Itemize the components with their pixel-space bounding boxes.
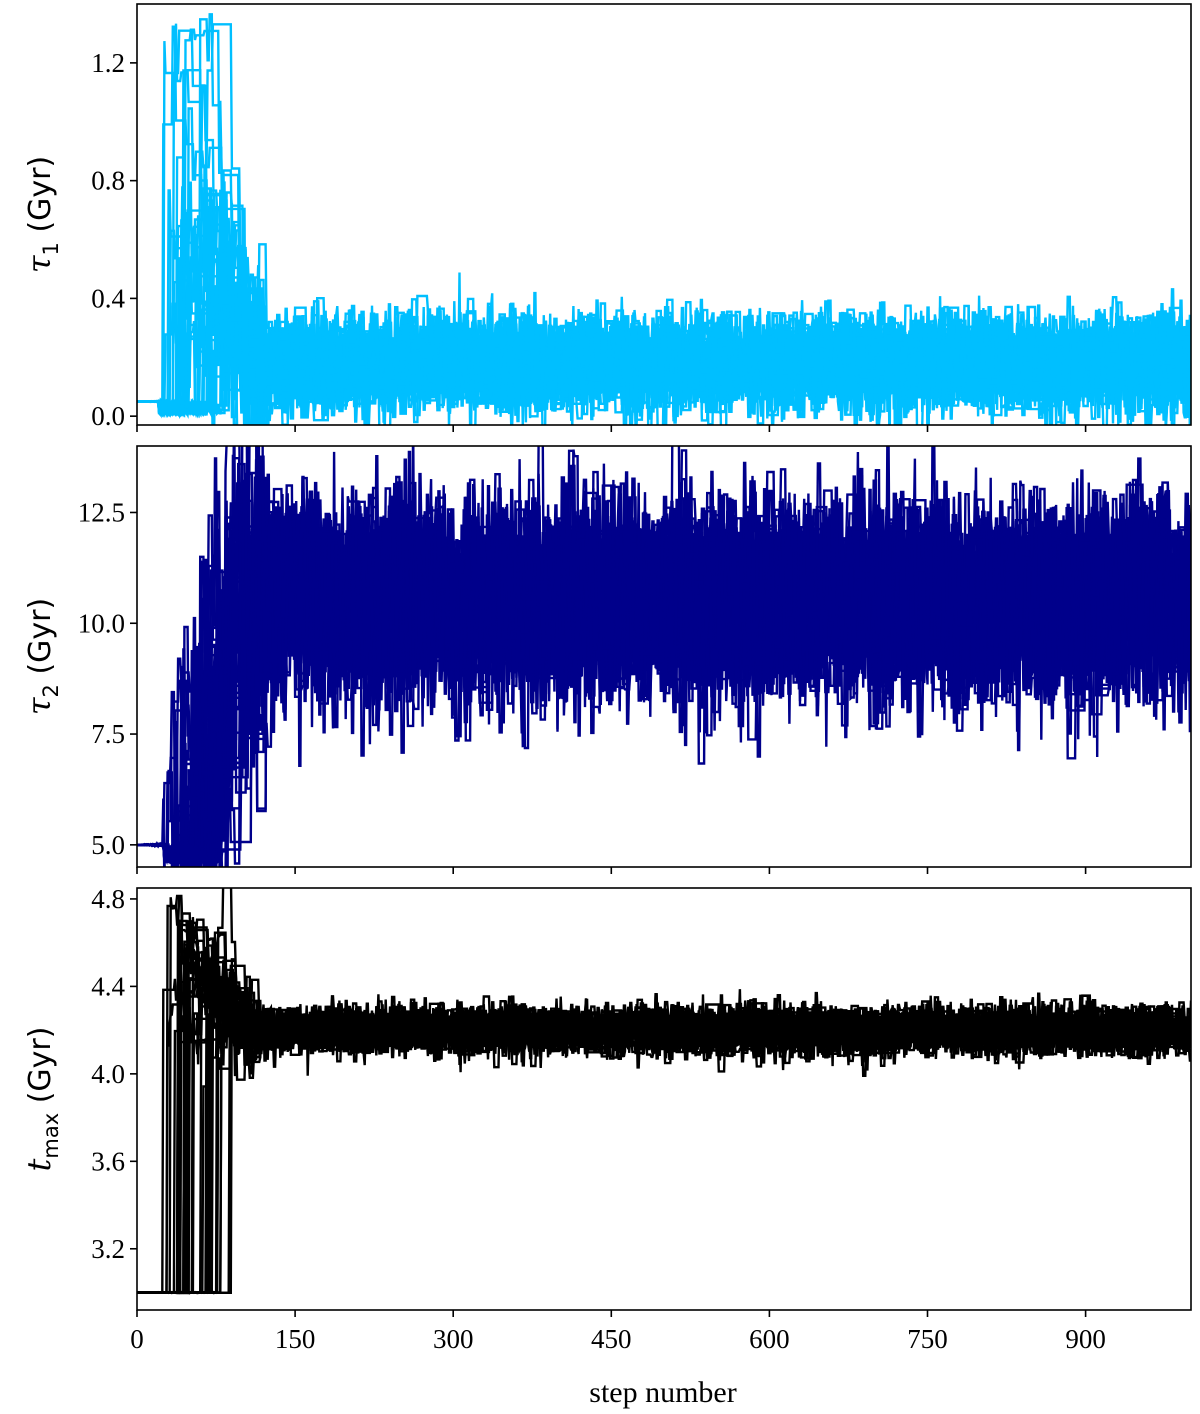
panel-tmax: 3.2 3.6 4.0 4.4 4.8 0 150 300 450 600 750 900 tmax (… [20,884,1192,1354]
walker-trace [137,943,1191,1295]
walker-trace [137,945,1191,1295]
walker-trace [137,193,1191,425]
x-tick-label: 450 [591,1324,632,1354]
y-tick-label: 10.0 [78,608,125,638]
panel-tau1: 0.0 0.4 0.8 1.2 τ1 (Gyr) [20,3,1192,432]
walker-trace [137,940,1191,1295]
axes-frame [136,445,1192,868]
walker-trace [137,457,1191,862]
x-axis-label: step number [589,1376,736,1409]
y-tick-label: 3.2 [91,1234,125,1264]
y-tick-label: 1.2 [91,48,125,78]
x-tick-label: 300 [433,1324,474,1354]
axes-frame [136,887,1192,1311]
walker-trace [137,926,1191,1295]
y-tick-label: 0.0 [91,401,125,431]
y-tick-label: 0.4 [91,283,125,313]
y-axis-label-tau1: τ1 (Gyr) [20,156,63,273]
walker-trace [137,920,1191,1295]
x-tick-label: 900 [1065,1324,1106,1354]
x-tick-label: 750 [907,1324,948,1354]
y-axis-label-tau2: τ2 (Gyr) [20,598,63,715]
y-axis-label-tmax: tmax (Gyr) [20,1027,63,1172]
walker-trace [137,888,1191,1294]
y-tick-label: 4.0 [91,1059,125,1089]
y-tick-label: 0.8 [91,166,125,196]
x-tick-label: 0 [130,1324,144,1354]
panel-tau2: 5.0 7.5 10.0 12.5 τ2 (Gyr) [20,445,1192,874]
y-tick-label: 4.4 [91,971,125,1001]
walker-trace [137,463,1191,864]
axes-frame [136,3,1192,426]
walker-traces-tmax [137,888,1191,1295]
walker-trace [137,921,1191,1295]
x-tick-label: 600 [749,1324,790,1354]
y-tick-label: 5.0 [91,830,125,860]
walker-trace [137,912,1191,1295]
walker-traces-tau2 [137,446,1191,867]
walker-trace [137,894,1191,1294]
x-tick-label: 150 [275,1324,316,1354]
y-tick-label: 3.6 [91,1146,125,1176]
walker-trace [137,472,1191,864]
walker-trace [137,895,1191,1294]
trace-panels: 0.0 0.4 0.8 1.2 τ1 (Gyr) 5.0 7.5 10.0 12.5 τ2 (Gy… [20,3,1192,1354]
walker-trace [137,928,1191,1295]
y-tick-label: 12.5 [78,497,125,527]
walker-trace [137,919,1191,1295]
walker-trace [137,933,1191,1294]
y-tick-label: 7.5 [91,719,125,749]
walker-trace [137,937,1191,1295]
y-tick-label: 4.8 [91,884,125,914]
walker-trace [137,963,1191,1295]
walker-trace [137,919,1191,1295]
walker-traces-tau1 [137,13,1191,425]
